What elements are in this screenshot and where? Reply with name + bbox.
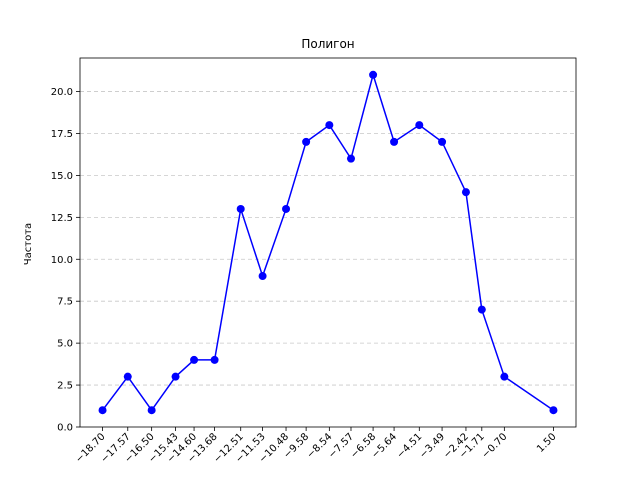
y-tick-label: 5.0 (57, 339, 73, 350)
y-tick-label: 12.5 (51, 213, 73, 224)
y-tick-label: 7.5 (57, 297, 73, 308)
data-point (500, 372, 509, 381)
data-point (415, 121, 424, 130)
y-tick-label: 15.0 (51, 171, 73, 182)
y-tick-label: 0.0 (57, 423, 73, 434)
y-tick-label: 17.5 (51, 129, 73, 140)
data-point (258, 272, 267, 281)
data-point (282, 204, 291, 213)
y-tick-label: 10.0 (51, 255, 73, 266)
x-tick-label: −3.49 (418, 431, 447, 460)
x-tick-label: −0.70 (480, 431, 509, 460)
data-point (438, 137, 447, 146)
data-point (147, 406, 156, 415)
data-point (190, 355, 199, 364)
data-point (123, 372, 132, 381)
data-point (477, 305, 486, 314)
y-tick-label: 2.5 (57, 381, 73, 392)
data-point (236, 204, 245, 213)
data-points (98, 70, 558, 415)
data-point (369, 70, 378, 79)
series-line (101, 72, 554, 412)
data-point (210, 355, 219, 364)
data-point (98, 406, 107, 415)
y-tick-label: 20.0 (51, 87, 73, 98)
y-axis-ticks: 0.0 2.5 5.0 7.5 10.0 12.5 15.0 17.5 20.0 (51, 87, 80, 434)
x-axis-ticks: −18.70−17.57−16.50−15.43−14.60−13.68−12.… (74, 427, 559, 465)
grid-lines (80, 91, 576, 386)
data-point (461, 188, 470, 197)
data-point (171, 372, 180, 381)
data-point (346, 154, 355, 163)
chart-title: Полигон (301, 37, 354, 51)
data-point (325, 121, 334, 130)
data-point (390, 137, 399, 146)
x-tick-label: 1.50 (535, 431, 559, 455)
plot-frame (79, 57, 577, 428)
data-point (302, 137, 311, 146)
data-point (549, 406, 558, 415)
y-axis-label: Частота (23, 223, 34, 265)
